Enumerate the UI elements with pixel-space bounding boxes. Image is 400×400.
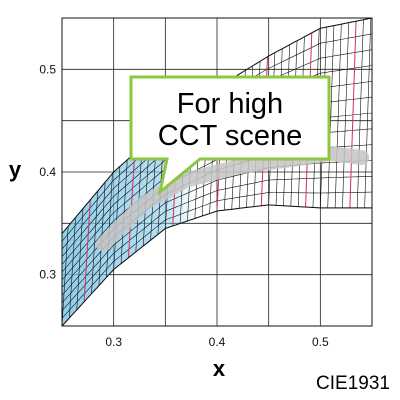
y-axis-label: y [9, 157, 22, 182]
x-tick-label: 0.3 [105, 335, 122, 349]
callout-line-2: CCT scene [158, 120, 303, 152]
color-space-label: CIE1931 [316, 373, 390, 394]
y-tick-label: 0.3 [39, 268, 56, 282]
mesh-cross-line [91, 190, 99, 294]
duv-line [62, 160, 372, 304]
plot-frame [61, 17, 373, 327]
mesh-cross-line [76, 208, 84, 310]
mesh-cross-line [334, 24, 342, 208]
mesh-cross-line [105, 173, 113, 278]
blackbody-locus-band [95, 146, 370, 252]
x-axis-label: x [213, 356, 226, 381]
y-tick-label: 0.4 [39, 165, 56, 179]
duv-line [62, 191, 372, 319]
mesh-cross-line [364, 18, 372, 208]
mesh-cross-line [356, 19, 364, 208]
mesh-cross-line [120, 159, 128, 264]
isotherm-line [349, 21, 357, 208]
mesh-cross-line [62, 226, 69, 326]
x-tick-label: 0.5 [312, 335, 329, 349]
x-tick-label: 0.4 [209, 335, 226, 349]
mesh-cross-line [371, 198, 372, 208]
mesh-cross-line [327, 25, 335, 208]
callout-bubble [129, 75, 331, 196]
mesh-cross-line [98, 182, 106, 286]
mesh-cross-line [69, 217, 76, 318]
tick-labels: 0.3 0.4 0.5 0.3 0.4 0.5 [39, 62, 329, 349]
callout: For high CCT scene [129, 75, 331, 196]
y-tick-label: 0.5 [39, 62, 56, 76]
callout-line-1: For high [177, 88, 283, 120]
mesh-cross-line [342, 22, 349, 208]
mesh-cross-line [113, 166, 121, 270]
isotherm-line [83, 199, 91, 302]
duv-line [62, 176, 372, 311]
